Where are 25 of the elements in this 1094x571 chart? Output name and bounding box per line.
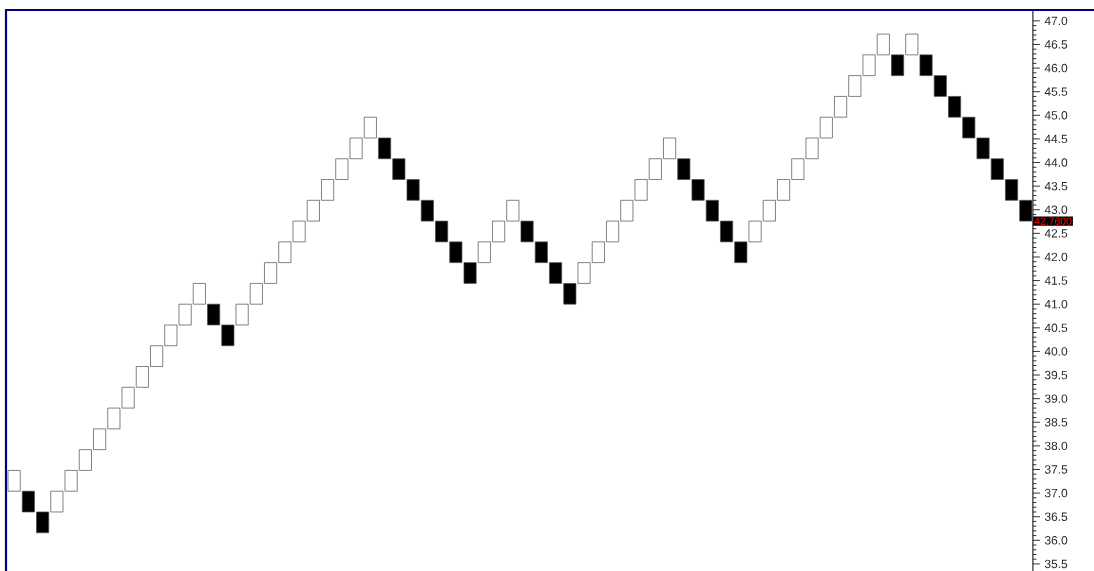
y-tick-label: 44.5 xyxy=(1044,134,1068,144)
y-tick-label: 40.5 xyxy=(1044,323,1068,333)
y-tick-label: 38.0 xyxy=(1044,441,1068,451)
y-tick-label: 36.0 xyxy=(1044,536,1068,545)
y-tick-label: 40.0 xyxy=(1044,347,1068,356)
y-tick-label: 42.5 xyxy=(1044,229,1068,238)
y-tick-label: 44.0 xyxy=(1044,158,1068,167)
y-tick-label: 38.5 xyxy=(1044,418,1068,427)
y-tick-label: 47.0 xyxy=(1044,16,1068,26)
y-tick-label: 45.0 xyxy=(1044,111,1068,120)
y-tick-label: 46.0 xyxy=(1044,63,1068,73)
y-tick-label: 35.5 xyxy=(1044,559,1068,569)
y-tick-label: 46.5 xyxy=(1044,40,1068,49)
y-tick-label: 42.0 xyxy=(1044,252,1068,262)
y-tick-label: 37.5 xyxy=(1044,465,1068,474)
y-tick-label: 37.0 xyxy=(1044,488,1068,498)
y-tick-label: 36.5 xyxy=(1044,512,1068,521)
text: 42.7600 xyxy=(1034,217,1072,225)
y-tick-label: 45.5 xyxy=(1044,87,1068,96)
y-tick-label: 39.0 xyxy=(1044,394,1068,403)
y-tick-label: 41.0 xyxy=(1044,299,1068,309)
y-tick-label: 41.5 xyxy=(1044,276,1068,285)
y-tick-label: 39.5 xyxy=(1044,370,1068,380)
y-tick-label: 43.5 xyxy=(1044,181,1068,191)
y-tick-label: 43.0 xyxy=(1044,205,1068,214)
